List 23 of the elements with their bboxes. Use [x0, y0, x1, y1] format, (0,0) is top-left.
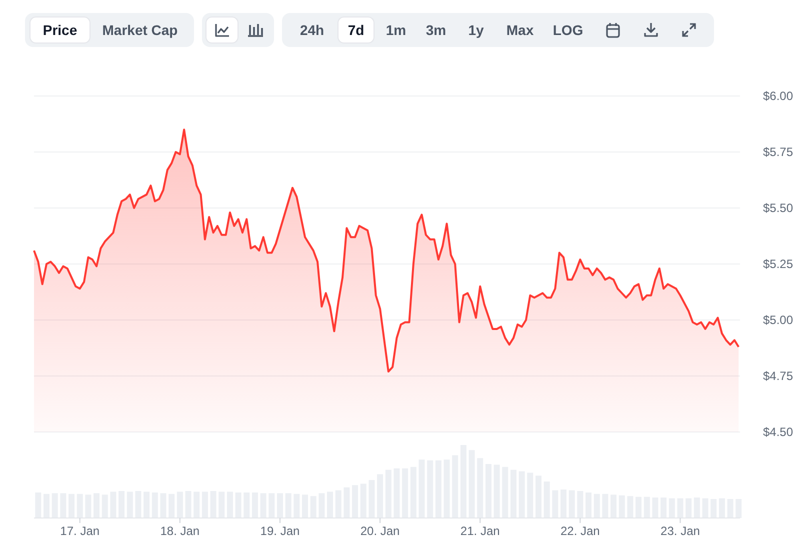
- y-tick-label: $5.00: [762, 313, 794, 327]
- text: Price: [42, 22, 78, 38]
- x-tick-label: 17. Jan: [60, 524, 100, 538]
- y-tick-label: $5.25: [762, 257, 794, 271]
- y-tick-label: $4.50: [762, 425, 794, 439]
- x-tick-label: 22. Jan: [560, 524, 600, 538]
- text: 24h: [300, 22, 324, 38]
- text: Market Cap: [102, 22, 178, 38]
- text: 1y: [468, 22, 484, 38]
- text: Max: [506, 22, 534, 38]
- y-tick-label: $6.00: [762, 89, 794, 103]
- x-tick-label: 21. Jan: [460, 524, 500, 538]
- x-tick-label: 23. Jan: [660, 524, 700, 538]
- x-tick-label: 20. Jan: [360, 524, 400, 538]
- text: 1m: [386, 22, 406, 38]
- y-tick-label: $5.50: [762, 201, 794, 215]
- x-tick-label: 19. Jan: [260, 524, 300, 538]
- text: 3m: [426, 22, 446, 38]
- x-tick-label: 18. Jan: [160, 524, 200, 538]
- text: 7d: [348, 22, 364, 38]
- y-tick-label: $5.75: [762, 145, 794, 159]
- y-tick-label: $4.75: [762, 369, 794, 383]
- text: LOG: [552, 22, 584, 38]
